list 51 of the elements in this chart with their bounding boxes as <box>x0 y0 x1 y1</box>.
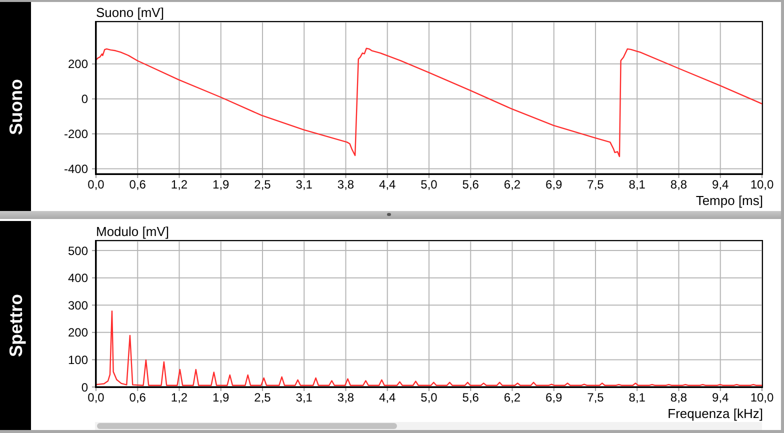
x-tick-label: 5,0 <box>420 390 438 405</box>
x-tick-label: 6,9 <box>546 390 563 405</box>
x-tick-label: 4,4 <box>379 178 396 192</box>
x-tick-label: 0,6 <box>129 178 146 192</box>
x-tick-label: 8,1 <box>628 390 646 405</box>
x-tick-label: 9,4 <box>712 390 730 405</box>
x-tick-label: 0,0 <box>88 178 105 192</box>
x-tick-label: 0,6 <box>129 390 146 405</box>
y-tick-label: -200 <box>64 127 88 142</box>
x-tick-label: 10,0 <box>750 178 774 192</box>
x-tick-label: 0,0 <box>88 390 105 405</box>
x-tick-label: 2,5 <box>254 390 272 405</box>
x-tick-label: 1,2 <box>170 390 188 405</box>
line-series <box>96 48 762 158</box>
x-tick-label: 5,0 <box>420 178 438 192</box>
y-tick-label: 200 <box>68 57 88 72</box>
x-tick-label: 1,2 <box>170 178 188 192</box>
x-tick-label: 1,9 <box>212 178 230 192</box>
y-axis-title: Modulo [mV] <box>96 224 169 239</box>
x-tick-label: 2,5 <box>254 178 272 192</box>
x-tick-label: 6,2 <box>504 390 521 405</box>
x-tick-label: 3,8 <box>337 390 354 405</box>
y-tick-label: 0 <box>81 92 88 106</box>
y-tick-label: 100 <box>68 352 88 367</box>
x-axis-title: Tempo [ms] <box>696 193 763 208</box>
x-tick-label: 1,9 <box>212 390 230 405</box>
sidebar: Spettro <box>0 221 31 430</box>
x-tick-label: 3,1 <box>296 390 313 405</box>
x-tick-label: 7,5 <box>587 390 604 405</box>
x-tick-label: 6,2 <box>504 178 521 192</box>
sidebar: Suono <box>0 2 31 211</box>
x-tick-label: 8,1 <box>628 178 646 192</box>
x-tick-label: 5,6 <box>462 178 480 192</box>
x-tick-label: 8,8 <box>670 390 688 405</box>
x-tick-label: 6,9 <box>546 178 563 192</box>
y-axis-title: Suono [mV] <box>96 5 164 20</box>
x-tick-label: 3,8 <box>337 178 354 192</box>
y-tick-label: -400 <box>64 162 88 176</box>
x-tick-label: 7,5 <box>587 178 604 192</box>
y-tick-label: 500 <box>68 244 88 258</box>
y-tick-label: 400 <box>68 271 88 286</box>
y-tick-label: 200 <box>68 326 88 340</box>
x-tick-label: 10,0 <box>750 390 774 405</box>
x-tick-label: 4,4 <box>379 390 396 405</box>
x-tick-label: 9,4 <box>712 178 730 192</box>
x-axis-title: Frequenza [kHz] <box>668 406 763 421</box>
x-tick-label: 5,6 <box>462 390 480 405</box>
y-tick-label: 0 <box>81 380 88 394</box>
x-tick-label: 3,1 <box>296 178 313 192</box>
x-tick-label: 8,8 <box>670 178 688 192</box>
y-tick-label: 300 <box>68 298 88 312</box>
